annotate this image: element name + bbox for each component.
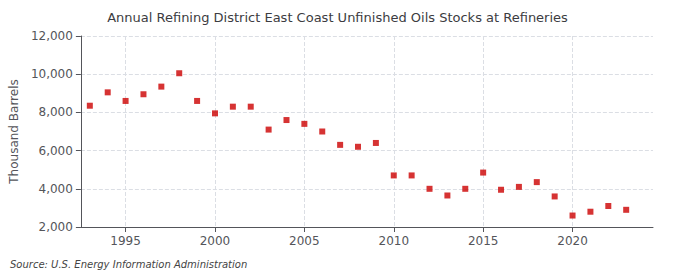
svg-text:Thousand Barrels: Thousand Barrels: [7, 79, 21, 184]
svg-text:2000: 2000: [200, 234, 231, 248]
svg-text:Source: U.S. Energy Informatio: Source: U.S. Energy Information Administ…: [10, 259, 247, 270]
svg-text:2010: 2010: [378, 234, 409, 248]
svg-text:10,000: 10,000: [31, 67, 73, 81]
svg-text:4,000: 4,000: [39, 182, 73, 196]
svg-text:2015: 2015: [468, 234, 499, 248]
svg-text:2,000: 2,000: [39, 220, 73, 234]
svg-text:2020: 2020: [557, 234, 588, 248]
svg-text:1995: 1995: [110, 234, 141, 248]
svg-text:8,000: 8,000: [39, 105, 73, 119]
svg-text:Annual Refining District East: Annual Refining District East Coast Unfi…: [107, 10, 568, 25]
svg-text:6,000: 6,000: [39, 144, 73, 158]
svg-text:12,000: 12,000: [31, 29, 73, 43]
svg-text:2005: 2005: [289, 234, 320, 248]
